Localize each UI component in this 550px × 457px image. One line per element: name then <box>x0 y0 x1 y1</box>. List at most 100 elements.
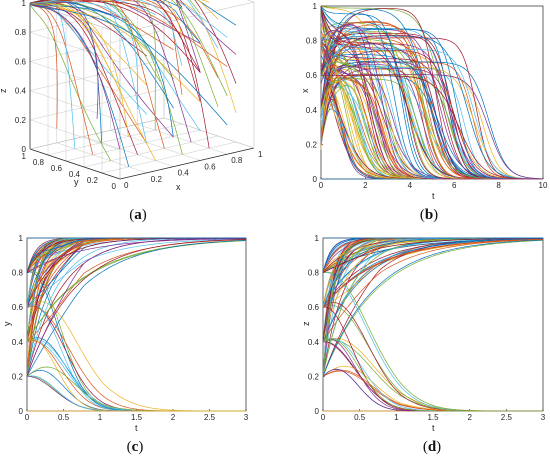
panel-c-trajectory <box>26 238 247 273</box>
panel-c-y-tick-label: 0 <box>19 407 24 416</box>
panel-c-trajectory <box>26 305 246 412</box>
panel-b-y-tick-label: 0.8 <box>306 37 318 46</box>
panel-b-tick-labels: 0 2 4 6 8 10 0 0.2 0.4 0.6 0.8 1 <box>306 2 548 190</box>
panel-d-trajectory <box>322 338 543 412</box>
panel-a-z-tick-label: 1 <box>22 0 27 8</box>
panel-d-trajectory <box>322 365 544 412</box>
panel-b-y-axis-label: x <box>300 88 310 93</box>
panel-b-y-tick-label: 1 <box>313 2 318 11</box>
panel-c-trajectory <box>26 239 247 377</box>
caption-d: (d) <box>423 439 441 455</box>
panel-d-x-tick-label: 2 <box>467 413 472 422</box>
panel-d-trajectory <box>322 240 544 377</box>
panel-a-grid-line <box>83 136 174 167</box>
panel-a-z-tick-label: 0.6 <box>15 57 27 66</box>
panel-a-y-tick-label: 0.6 <box>51 164 63 173</box>
panel-c-trajectories <box>26 237 247 412</box>
panel-b-x-tick-label: 6 <box>452 181 457 190</box>
panel-a-x-tick-label: 0.8 <box>231 156 243 165</box>
panel-c-y-tick-label: 0.4 <box>12 338 24 347</box>
panel-d-y-tick-label: 0.8 <box>308 269 320 278</box>
panel-c-x-tick-label: 2.5 <box>204 413 216 422</box>
panel-b-x-tick-label: 4 <box>408 181 413 190</box>
panel-d-trajectory <box>322 368 543 412</box>
panel-c-y-tick-label: 0.8 <box>12 269 24 278</box>
panel-a-grid-line <box>101 141 237 174</box>
panel-d-tick-labels: 0 0.5 1 1.5 2 2.5 3 0 0.2 0.4 0.6 0.8 1 <box>308 234 546 422</box>
panel-c-trajectory <box>26 238 247 308</box>
panel-a-y-axis-label: y <box>74 177 79 187</box>
panel-a-grid-line <box>110 130 201 161</box>
panel-d-trajectory <box>322 370 543 412</box>
panel-d-x-tick-label: 1 <box>394 413 399 422</box>
panel-b-trajectory <box>320 50 544 180</box>
panel-d-y-axis-label: z <box>301 321 311 326</box>
panel-c-x-tick-label: 0.5 <box>58 413 70 422</box>
panel-a-z-tick-label: 0.8 <box>15 28 27 37</box>
panel-a-x-axis-label: x <box>176 182 181 192</box>
panel-c-x-tick-label: 0 <box>25 413 30 422</box>
panel-d-plot: 0 0.5 1 1.5 2 2.5 3 0 0.2 0.4 0.6 0.8 1 t z <box>301 234 546 433</box>
panel-a-trajectories <box>29 0 237 167</box>
panel-b-y-tick-label: 0.4 <box>306 106 318 115</box>
panel-d-y-tick-label: 1 <box>315 234 320 243</box>
panel-a-z-tick-label: 0 <box>22 145 27 154</box>
panel-b-trajectory <box>320 22 544 180</box>
panel-b-trajectory <box>320 48 544 180</box>
panel-d-y-tick-label: 0 <box>315 407 320 416</box>
panel-a-y-tick-label: 0 <box>112 182 117 191</box>
panel-a-grid-line <box>29 61 121 92</box>
panel-d-trajectory <box>322 238 544 342</box>
panel-b-x-tick-label: 8 <box>496 181 501 190</box>
panel-b-trajectory <box>320 24 543 180</box>
panel-a-y-tick-label: 0.4 <box>69 170 81 179</box>
panel-c-trajectory <box>26 271 246 412</box>
panel-b-x-tick-label: 2 <box>363 181 368 190</box>
panel-b-y-tick-label: 0.6 <box>306 71 318 80</box>
panel-a-trajectory <box>29 2 130 167</box>
panel-b-x-tick-label: 10 <box>539 181 548 190</box>
panel-d-trajectory <box>322 271 544 412</box>
panel-a-x-tick-label: 1 <box>258 150 263 159</box>
panel-a-cube-edge <box>29 117 165 150</box>
panel-d-trajectory <box>322 238 544 308</box>
panel-a-x-tick-label: 0.6 <box>204 162 216 171</box>
panel-b-trajectory <box>320 35 544 180</box>
panel-a-z-tick-label: 0.2 <box>15 116 27 125</box>
panel-a-grid-line <box>137 123 228 155</box>
panel-c-trajectory <box>26 339 246 412</box>
panel-d-trajectory <box>322 239 544 342</box>
panel-c-x-tick-label: 1.5 <box>131 413 143 422</box>
panel-d-x-tick-label: 1.5 <box>427 413 439 422</box>
panel-c-trajectory <box>26 375 246 412</box>
panel-c-trajectory <box>26 270 246 412</box>
panel-a-grid-line <box>29 119 121 151</box>
panel-a-y-tick-label: 0.2 <box>87 176 99 185</box>
panel-d-trajectories <box>322 237 544 412</box>
panel-c-x-tick-label: 1 <box>98 413 103 422</box>
panel-b-plot: 0 2 4 6 8 10 0 0.2 0.4 0.6 0.8 1 t x <box>300 2 548 201</box>
panel-c-trajectory <box>26 240 247 342</box>
panel-a-y-tick-label: 1 <box>22 152 27 161</box>
panel-a-grid-line <box>47 123 183 156</box>
panel-d-x-tick-label: 0.5 <box>354 413 366 422</box>
panel-c-y-axis-label: y <box>2 321 12 326</box>
panel-c-plot: 0 0.5 1 1.5 2 2.5 3 0 0.2 0.4 0.6 0.8 1 t y <box>2 234 249 433</box>
panel-a-x-axis <box>119 147 255 180</box>
panel-c-x-tick-label: 2 <box>171 413 176 422</box>
panel-b-y-tick-label: 0 <box>313 175 318 184</box>
panel-c-trajectory <box>26 340 246 412</box>
panel-b-trajectory <box>320 74 544 180</box>
panel-d-trajectory <box>322 237 544 273</box>
panel-a-axes-box <box>29 0 255 180</box>
panel-c-x-axis-label: t <box>135 423 138 433</box>
panel-b-y-tick-label: 0.2 <box>306 140 318 149</box>
panel-a-y-axis <box>29 148 121 180</box>
panel-a-cube-edge <box>163 117 255 149</box>
panel-a-trajectory <box>29 3 99 119</box>
panel-c-y-tick-label: 1 <box>19 234 24 243</box>
panel-c-trajectory <box>26 305 246 412</box>
panel-d-trajectory <box>322 341 543 412</box>
caption-b: (b) <box>420 207 438 223</box>
